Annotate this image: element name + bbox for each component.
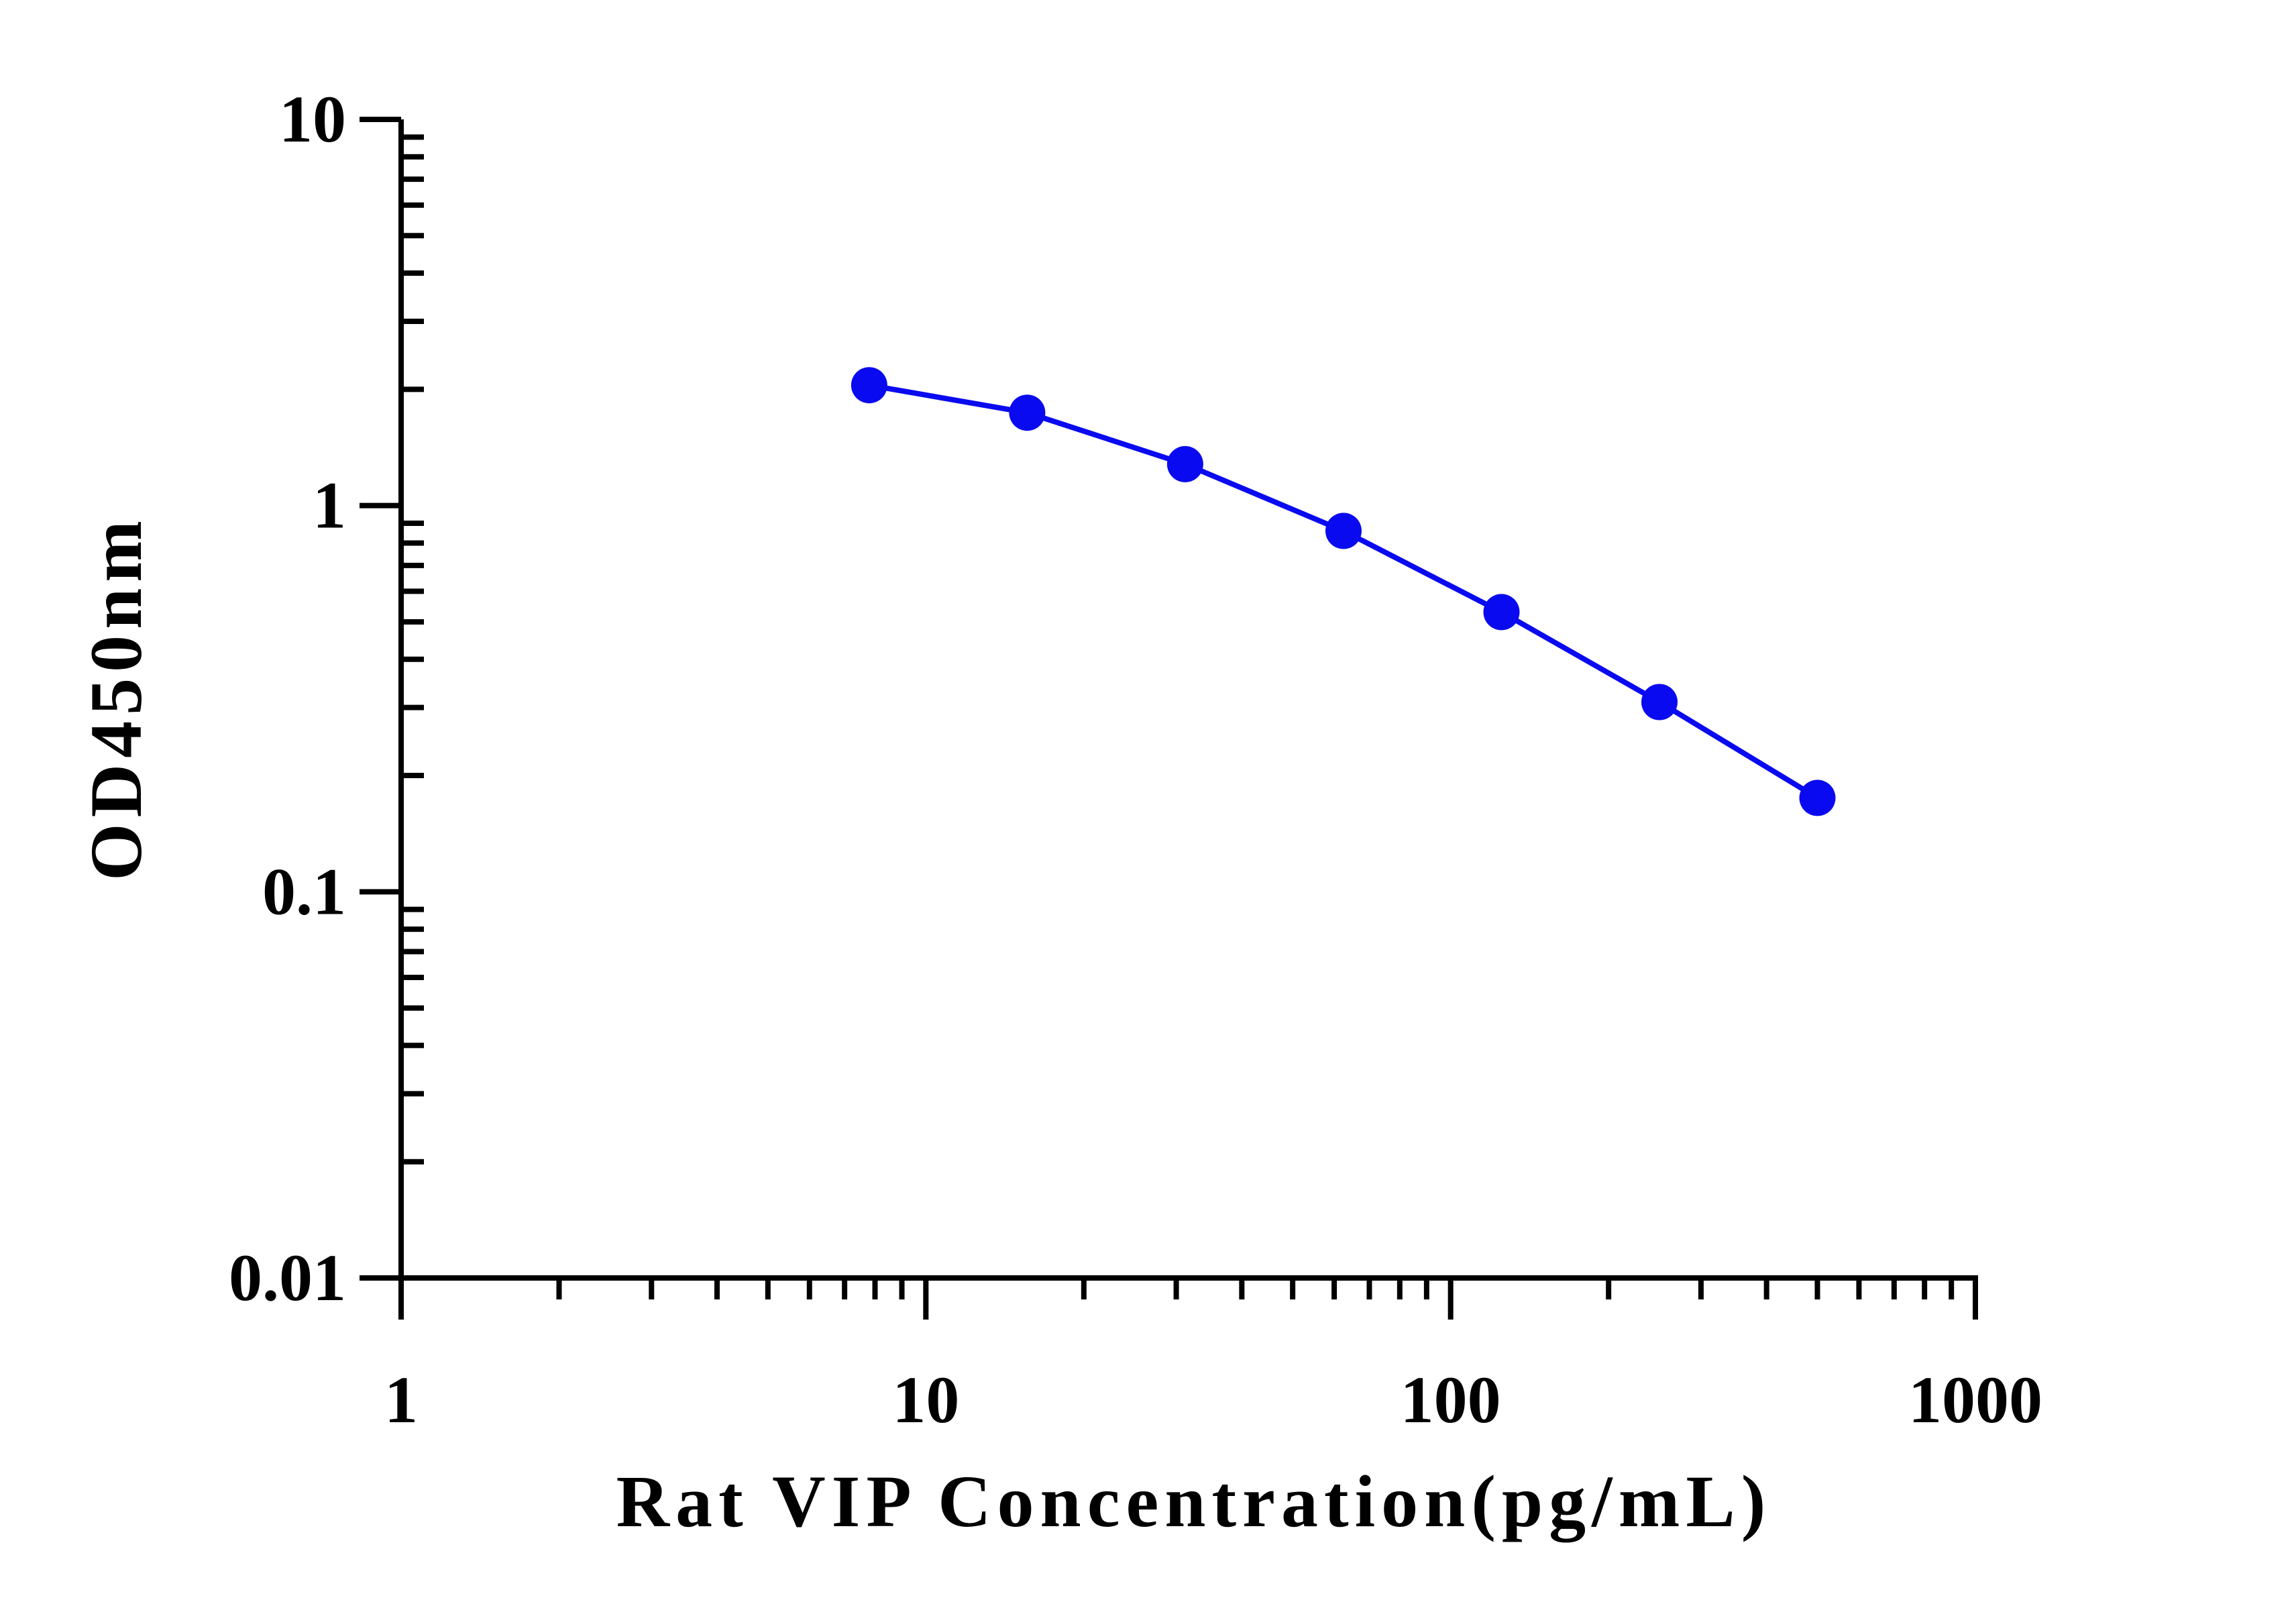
data-point <box>851 367 887 404</box>
y-axis-title: OD450nm <box>75 515 157 881</box>
y-tick-label: 10 <box>279 82 346 156</box>
x-tick-label: 1 <box>384 1362 418 1437</box>
y-tick-label: 1 <box>313 468 346 543</box>
series-line <box>869 382 1819 800</box>
x-tick-label: 1000 <box>1908 1362 2042 1437</box>
data-point <box>1325 513 1362 549</box>
x-axis-title: Rat VIP Concentration(pg/mL) <box>616 1460 1772 1542</box>
y-tick-label: 0.01 <box>229 1240 346 1315</box>
x-tick-label: 10 <box>892 1362 959 1437</box>
x-tick-label: 100 <box>1401 1362 1501 1437</box>
x-axis: 1 10 100 1000 <box>384 1275 2042 1437</box>
y-tick-label: 0.1 <box>262 854 346 928</box>
data-point <box>1641 684 1678 720</box>
data-point <box>1009 394 1046 431</box>
data-point <box>1166 445 1203 482</box>
plot-area <box>851 367 1836 816</box>
data-point <box>1483 594 1520 631</box>
data-point <box>1799 780 1836 816</box>
y-axis: 0.01 0.1 1 10 <box>229 82 424 1315</box>
